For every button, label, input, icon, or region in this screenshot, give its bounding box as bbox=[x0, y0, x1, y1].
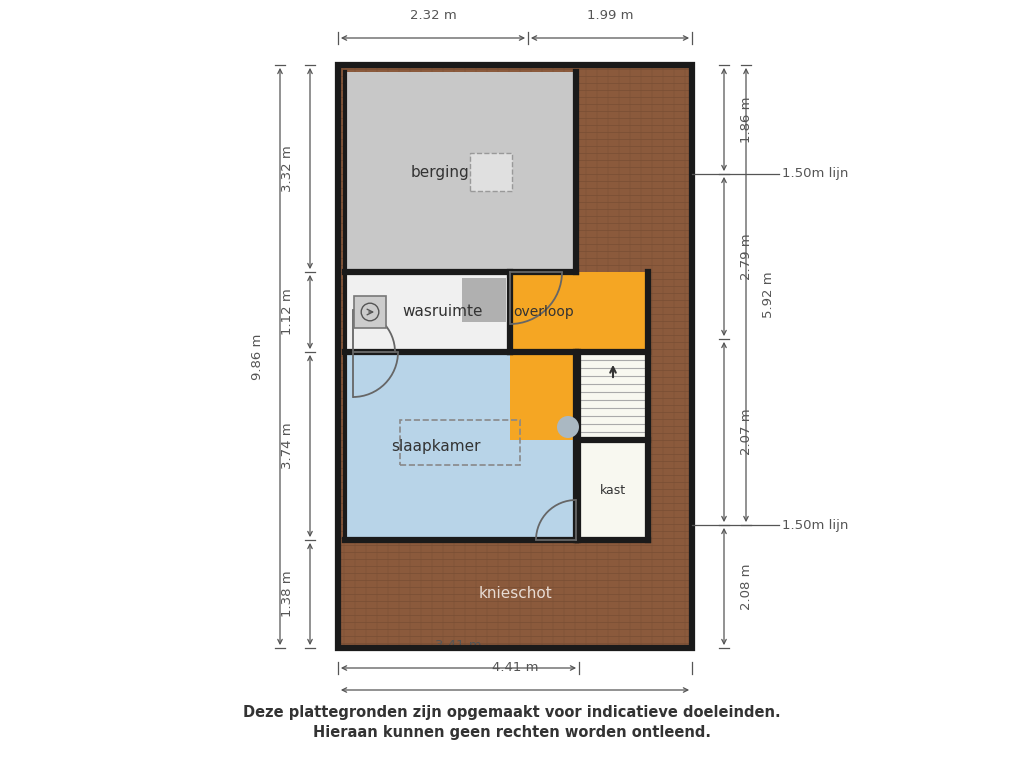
Text: 1.99 m: 1.99 m bbox=[587, 9, 633, 22]
Text: Hieraan kunnen geen rechten worden ontleend.: Hieraan kunnen geen rechten worden ontle… bbox=[313, 724, 711, 740]
Text: 1.86 m: 1.86 m bbox=[740, 96, 753, 143]
Text: 1.12 m: 1.12 m bbox=[281, 289, 294, 336]
Text: overloop: overloop bbox=[514, 305, 574, 319]
Circle shape bbox=[557, 416, 579, 438]
Bar bbox=[462, 278, 506, 322]
Bar bbox=[338, 65, 692, 648]
Text: berging: berging bbox=[411, 164, 470, 180]
Text: kast: kast bbox=[600, 484, 626, 496]
Bar bbox=[345, 72, 575, 272]
Bar bbox=[510, 272, 648, 352]
Text: wasruimte: wasruimte bbox=[402, 304, 482, 319]
Text: 2.32 m: 2.32 m bbox=[410, 9, 457, 22]
Bar bbox=[469, 153, 512, 191]
Text: 2.08 m: 2.08 m bbox=[740, 563, 753, 610]
Text: 3.74 m: 3.74 m bbox=[281, 422, 294, 469]
Text: 1.50m lijn: 1.50m lijn bbox=[782, 167, 848, 180]
Text: slaapkamer: slaapkamer bbox=[391, 439, 480, 453]
Bar bbox=[510, 352, 578, 440]
Bar bbox=[338, 65, 692, 648]
Text: knieschot: knieschot bbox=[478, 587, 552, 601]
Bar bbox=[400, 420, 520, 465]
Bar bbox=[354, 296, 386, 328]
Bar bbox=[345, 272, 510, 352]
Text: 1.50m lijn: 1.50m lijn bbox=[782, 518, 848, 531]
Bar bbox=[345, 352, 575, 540]
Bar bbox=[578, 352, 648, 440]
Text: 2.07 m: 2.07 m bbox=[740, 409, 753, 455]
Text: 3.32 m: 3.32 m bbox=[281, 145, 294, 192]
Text: 5.92 m: 5.92 m bbox=[762, 272, 775, 318]
Text: 1.38 m: 1.38 m bbox=[281, 571, 294, 617]
Bar bbox=[578, 440, 648, 540]
Text: 3.41 m: 3.41 m bbox=[435, 639, 482, 652]
Text: Deze plattegronden zijn opgemaakt voor indicatieve doeleinden.: Deze plattegronden zijn opgemaakt voor i… bbox=[243, 706, 781, 720]
Text: 2.79 m: 2.79 m bbox=[740, 233, 753, 280]
Text: 4.41 m: 4.41 m bbox=[492, 661, 539, 674]
Text: 9.86 m: 9.86 m bbox=[251, 333, 264, 379]
